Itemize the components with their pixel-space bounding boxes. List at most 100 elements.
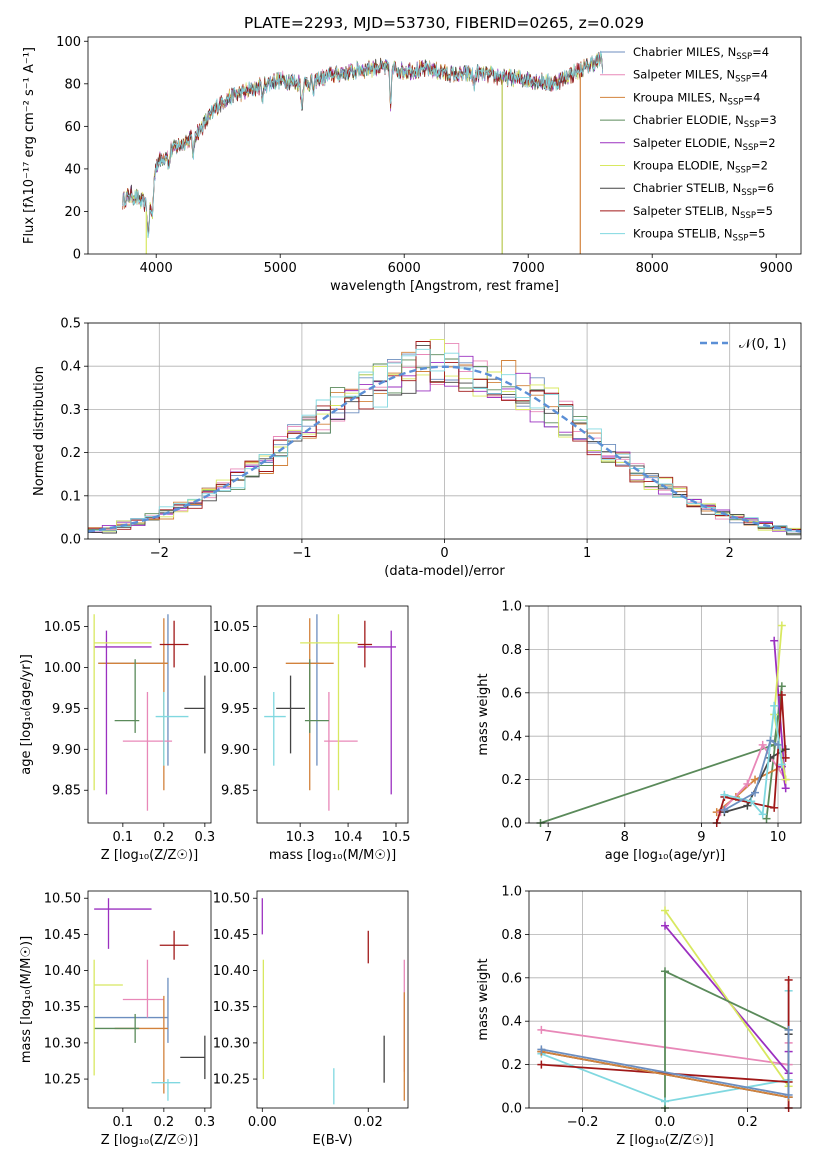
errorbar-point-5 [94, 630, 152, 795]
y-tick-label: 9.85 [52, 784, 81, 799]
errorbar-point-9 [155, 691, 189, 766]
errorbar-point-9 [151, 1079, 181, 1101]
x-axis-label: (data-model)/error [384, 564, 505, 579]
x-tick-label: 10.5 [382, 830, 411, 845]
plot-area [264, 614, 397, 811]
y-tick-label: 10.30 [213, 1036, 250, 1051]
x-axis-label: wavelength [Angstrom, rest frame] [330, 279, 559, 294]
legend-entry: Chabrier STELIB, NSSP=6 [633, 181, 774, 198]
x-tick-label: 9000 [760, 261, 793, 276]
y-tick-label: 60 [64, 120, 81, 135]
y-tick-label: 10.30 [44, 1036, 81, 1051]
weight-line-9 [723, 739, 779, 811]
plot-area [122, 50, 603, 254]
x-tick-label: 0.02 [354, 1115, 383, 1130]
errorbar-point-4 [94, 1013, 140, 1043]
x-tick-label: 1 [583, 546, 591, 561]
weight-marker [770, 636, 779, 645]
weight-line-1 [540, 686, 783, 824]
axes-frame [256, 605, 409, 824]
x-tick-label: 8000 [636, 261, 669, 276]
errorbar-point-7 [276, 675, 305, 754]
weight-marker [743, 801, 752, 810]
chart-massweight-vs-age: 7 8 9 10 0.0 0.2 0.4 0.6 0.8 1.0 age [log₁₀(age/yr… [476, 600, 802, 863]
y-tick-label: 80 [64, 77, 81, 92]
y-tick-label: 0.0 [501, 1102, 522, 1117]
errorbar-point-1 [98, 614, 169, 766]
y-axis-label: mass weight [476, 958, 491, 1040]
x-tick-label: 9 [697, 830, 705, 845]
x-tick-label: 0.0 [655, 1115, 676, 1130]
legend-entry: Chabrier ELODIE, NSSP=3 [633, 113, 777, 130]
chart-mass-vs-Z: 0.1 0.2 0.3 10.25 10.30 10.35 10.40 10.45 10.50 Z… [19, 890, 215, 1148]
x-axis-label: Z [log₁₀(Z/Z☉)] [616, 1133, 713, 1148]
y-tick-label: 20 [64, 205, 81, 220]
x-tick-label: 8 [621, 830, 629, 845]
weight-marker [777, 621, 786, 630]
weight-line-4 [664, 969, 789, 1108]
weight-marker [720, 790, 729, 799]
x-tick-label: 0 [440, 546, 448, 561]
y-tick-label: 0.6 [501, 686, 522, 701]
legend-entry: Salpeter ELODIE, NSSP=2 [633, 136, 776, 153]
y-tick-label: 9.90 [221, 743, 250, 758]
x-axis-label: Z [log₁₀(Z/Z☉)] [101, 1133, 198, 1148]
legend-entry: Kroupa ELODIE, NSSP=2 [633, 159, 768, 176]
weight-marker [661, 1097, 669, 1106]
y-tick-label: 9.85 [221, 784, 250, 799]
x-tick-label: 0.1 [113, 830, 134, 845]
plot-area [537, 906, 793, 1112]
y-tick-label: 0.4 [501, 1015, 522, 1030]
axes-frame [256, 890, 409, 1109]
y-tick-label: 9.95 [221, 702, 250, 717]
y-tick-label: 9.90 [52, 743, 81, 758]
y-tick-label: 10.45 [44, 928, 81, 943]
weight-marker [720, 805, 729, 814]
y-tick-label: 10.05 [44, 620, 81, 635]
weight-marker [758, 740, 767, 749]
errorbar-point-2 [122, 691, 173, 811]
y-tick-label: 1.0 [501, 885, 522, 900]
y-tick-label: 0.5 [60, 317, 81, 332]
y-tick-label: 40 [64, 162, 81, 177]
x-tick-label: 2 [726, 546, 734, 561]
plot-area [87, 339, 802, 536]
x-tick-label: 10 [770, 830, 787, 845]
errorbar-point-6 [93, 614, 152, 791]
y-axis-label: mass [log₁₀(M/M☉)] [19, 936, 34, 1063]
weight-marker [661, 967, 669, 976]
errorbar-point-7 [180, 1035, 206, 1080]
legend-entry: Kroupa MILES, NSSP=4 [633, 90, 760, 107]
x-tick-label: 0.00 [248, 1115, 277, 1130]
chart-age-vs-mass: 10.3 10.4 10.5 9.85 9.90 9.95 10.00 10.05 mass [… [213, 605, 411, 863]
y-tick-label: 0.6 [501, 971, 522, 986]
errorbar-point-6 [93, 959, 123, 1076]
weight-marker [751, 775, 760, 784]
weight-marker [661, 921, 669, 930]
x-tick-label: 5000 [264, 261, 297, 276]
errorbar-point-9 [264, 691, 286, 766]
errorbar-point-7 [184, 675, 206, 754]
x-tick-label: 10.4 [334, 830, 363, 845]
y-tick-label: 0 [73, 248, 81, 263]
weight-marker [743, 779, 752, 788]
x-tick-label: 0.3 [195, 830, 216, 845]
y-tick-label: 10.00 [44, 661, 81, 676]
y-tick-label: 10.40 [44, 964, 81, 979]
x-tick-label: −2 [150, 546, 169, 561]
weight-marker [661, 906, 669, 915]
x-tick-label: −0.2 [567, 1115, 599, 1130]
x-tick-label: 6000 [388, 261, 421, 276]
x-axis-label: Z [log₁₀(Z/Z☉)] [101, 848, 198, 863]
x-tick-label: 0.2 [154, 1115, 175, 1130]
legend-entry: Salpeter STELIB, NSSP=5 [633, 204, 773, 221]
y-tick-label: 0.1 [60, 489, 81, 504]
x-tick-label: 4000 [140, 261, 173, 276]
weight-line-2 [716, 765, 783, 813]
weight-marker [784, 1090, 793, 1099]
y-tick-label: 0.4 [60, 360, 81, 375]
errorbar-point-2 [122, 959, 164, 1018]
weight-marker [766, 736, 775, 745]
y-tick-label: 0.2 [501, 773, 522, 788]
